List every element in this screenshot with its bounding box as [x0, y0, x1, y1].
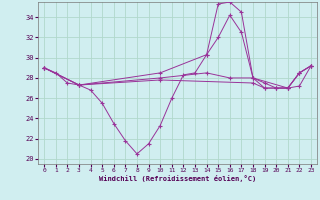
X-axis label: Windchill (Refroidissement éolien,°C): Windchill (Refroidissement éolien,°C): [99, 175, 256, 182]
